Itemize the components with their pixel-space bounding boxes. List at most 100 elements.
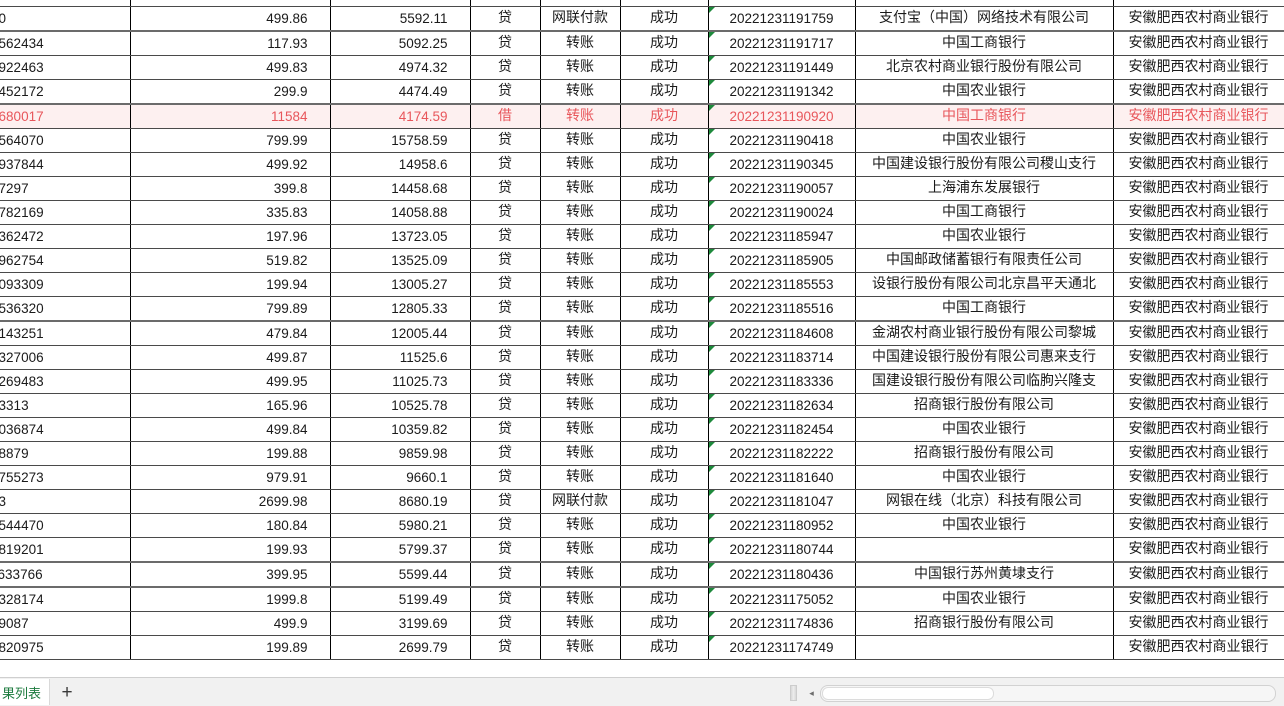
- table-row[interactable]: 04001536320799.8912805.33贷转账成功2022123118…: [0, 296, 1284, 322]
- cell-ownbank[interactable]: 安徽肥西农村商业银行: [1113, 537, 1284, 563]
- table-row[interactable]: 00080755273979.919660.1贷转账成功202212311816…: [0, 465, 1284, 490]
- cell-status[interactable]: 成功: [620, 6, 709, 32]
- cell-account[interactable]: 100367297: [0, 176, 131, 201]
- cell-balance[interactable]: 13525.09: [330, 248, 471, 273]
- cell-ownbank[interactable]: 安徽肥西农村商业银行: [1113, 611, 1284, 636]
- cell-amount[interactable]: 499.95: [130, 369, 331, 394]
- cell-type[interactable]: 转账: [540, 79, 621, 105]
- cell-peerbank[interactable]: 中国银行苏州黄埭支行: [855, 562, 1114, 588]
- cell-account[interactable]: 41000143251: [0, 321, 131, 346]
- cell-status[interactable]: 成功: [620, 296, 709, 322]
- cell-status[interactable]: 成功: [620, 224, 709, 249]
- cell-datetime[interactable]: 20221231191759: [708, 6, 856, 32]
- cell-account[interactable]: 28194328174: [0, 587, 131, 612]
- cell-dc[interactable]: 贷: [470, 200, 541, 225]
- cell-datetime[interactable]: 20221231182222: [708, 441, 856, 466]
- cell-type[interactable]: 转账: [540, 587, 621, 612]
- cell-status[interactable]: 成功: [620, 55, 709, 80]
- cell-amount[interactable]: 479.84: [130, 321, 331, 346]
- cell-datetime[interactable]: 20221231182454: [708, 417, 856, 442]
- cell-dc[interactable]: 贷: [470, 176, 541, 201]
- cell-account[interactable]: 38341452172: [0, 79, 131, 105]
- cell-amount[interactable]: 799.99: [130, 128, 331, 153]
- table-row[interactable]: 278903313165.9610525.78贷转账成功202212311826…: [0, 393, 1284, 418]
- cell-amount[interactable]: 117.93: [130, 31, 331, 56]
- cell-type[interactable]: 转账: [540, 0, 621, 7]
- cell-peerbank[interactable]: [855, 635, 1114, 660]
- table-row[interactable]: 100367297399.814458.68贷转账成功2022123119005…: [0, 176, 1284, 201]
- horizontal-scroll-area[interactable]: ◂: [790, 684, 1276, 702]
- cell-account[interactable]: 00080755273: [0, 465, 131, 490]
- cell-amount[interactable]: 499.92: [130, 152, 331, 177]
- cell-amount[interactable]: 499.9: [130, 611, 331, 636]
- table-row[interactable]: 60005937844499.9214958.6贷转账成功20221231190…: [0, 152, 1284, 177]
- cell-status[interactable]: 成功: [620, 587, 709, 612]
- cell-datetime[interactable]: 20221231190418: [708, 128, 856, 153]
- cell-type[interactable]: 转账: [540, 441, 621, 466]
- cell-ownbank[interactable]: 安徽肥西农村商业银行: [1113, 176, 1284, 201]
- cell-amount[interactable]: 165.96: [130, 393, 331, 418]
- cell-type[interactable]: 转账: [540, 635, 621, 660]
- cell-balance[interactable]: 12005.44: [330, 321, 471, 346]
- cell-ownbank[interactable]: 安徽肥西农村商业银行: [1113, 562, 1284, 588]
- cell-dc[interactable]: 贷: [470, 321, 541, 346]
- table-row[interactable]: 06007680017115844174.59借转账成功202212311909…: [0, 104, 1284, 129]
- cell-balance[interactable]: 9859.98: [330, 441, 471, 466]
- cell-account[interactable]: 60002327006: [0, 345, 131, 370]
- cell-peerbank[interactable]: 支付宝（中国）网络技术有限公司: [855, 6, 1114, 32]
- cell-ownbank[interactable]: 安徽肥西农村商业银行: [1113, 465, 1284, 490]
- cell-account[interactable]: 80007962754: [0, 248, 131, 273]
- cell-dc[interactable]: 贷: [470, 635, 541, 660]
- cell-ownbank[interactable]: 安徽肥西农村商业银行: [1113, 104, 1284, 129]
- cell-account[interactable]: 245048879: [0, 441, 131, 466]
- cell-dc[interactable]: 借: [470, 104, 541, 129]
- cell-amount[interactable]: 180.84: [130, 513, 331, 538]
- cell-ownbank[interactable]: 安徽肥西农村商业银行: [1113, 0, 1284, 7]
- cell-ownbank[interactable]: 安徽肥西农村商业银行: [1113, 31, 1284, 56]
- cell-account[interactable]: 36710362472: [0, 224, 131, 249]
- cell-dc[interactable]: 贷: [470, 152, 541, 177]
- cell-status[interactable]: 成功: [620, 489, 709, 514]
- cell-account[interactable]: 04001536320: [0, 296, 131, 322]
- cell-status[interactable]: 成功: [620, 611, 709, 636]
- cell-peerbank[interactable]: 中国建设银行股份有限公司稷山支行: [855, 152, 1114, 177]
- cell-peerbank[interactable]: 中国工商银行: [855, 31, 1114, 56]
- cell-ownbank[interactable]: 安徽肥西农村商业银行: [1113, 393, 1284, 418]
- cell-type[interactable]: 转账: [540, 537, 621, 563]
- cell-dc[interactable]: 贷: [470, 587, 541, 612]
- cell-datetime[interactable]: 20221231190057: [708, 176, 856, 201]
- cell-ownbank[interactable]: 安徽肥西农村商业银行: [1113, 272, 1284, 297]
- cell-type[interactable]: 转账: [540, 128, 621, 153]
- cell-dc[interactable]: 贷: [470, 441, 541, 466]
- cell-ownbank[interactable]: 安徽肥西农村商业银行: [1113, 55, 1284, 80]
- cell-peerbank[interactable]: 上海浦东发展银行: [855, 176, 1114, 201]
- table-row[interactable]: 281943281741999.85199.49贷转账成功20221231175…: [0, 587, 1284, 612]
- cell-balance[interactable]: 14958.6: [330, 152, 471, 177]
- cell-status[interactable]: 成功: [620, 128, 709, 153]
- cell-ownbank[interactable]: 安徽肥西农村商业银行: [1113, 345, 1284, 370]
- cell-account[interactable]: 401293: [0, 489, 131, 514]
- cell-status[interactable]: 成功: [620, 369, 709, 394]
- cell-type[interactable]: 转账: [540, 55, 621, 80]
- cell-balance[interactable]: 5980.21: [330, 513, 471, 538]
- cell-ownbank[interactable]: 安徽肥西农村商业银行: [1113, 152, 1284, 177]
- cell-datetime[interactable]: 20221231191342: [708, 79, 856, 105]
- cell-peerbank[interactable]: 中国农业银行: [855, 79, 1114, 105]
- cell-amount[interactable]: 199.88: [130, 441, 331, 466]
- cell-peerbank[interactable]: 中国农业银行: [855, 224, 1114, 249]
- cell-balance[interactable]: 5092.25: [330, 31, 471, 56]
- cell-datetime[interactable]: 20221231174836: [708, 611, 856, 636]
- cell-ownbank[interactable]: 安徽肥西农村商业银行: [1113, 441, 1284, 466]
- table-row[interactable]: 245048879199.889859.98贷转账成功2022123118222…: [0, 441, 1284, 466]
- cell-amount[interactable]: 799.89: [130, 296, 331, 322]
- cell-account[interactable]: 05007187549: [0, 0, 131, 7]
- cell-status[interactable]: 成功: [620, 31, 709, 56]
- cell-amount[interactable]: 2699.98: [130, 489, 331, 514]
- transactions-table[interactable]: 05007187549199.845791.95贷转账成功20221231192…: [0, 0, 1284, 660]
- cell-dc[interactable]: 贷: [470, 248, 541, 273]
- cell-balance[interactable]: 3199.69: [330, 611, 471, 636]
- cell-ownbank[interactable]: 安徽肥西农村商业银行: [1113, 321, 1284, 346]
- cell-dc[interactable]: 贷: [470, 513, 541, 538]
- cell-ownbank[interactable]: 安徽肥西农村商业银行: [1113, 128, 1284, 153]
- table-row[interactable]: 98594036874499.8410359.82贷转账成功2022123118…: [0, 417, 1284, 442]
